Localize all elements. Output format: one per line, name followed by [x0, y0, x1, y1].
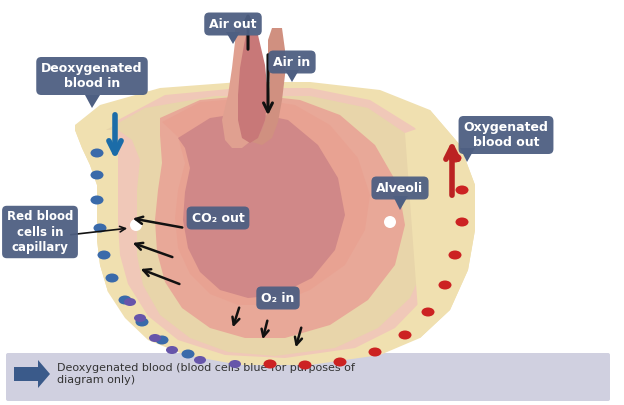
Text: Oxygenated
blood out: Oxygenated blood out [464, 121, 548, 149]
Ellipse shape [97, 251, 110, 260]
Text: Deoxygenated blood (blood cells blue for purposes of
diagram only): Deoxygenated blood (blood cells blue for… [57, 363, 355, 385]
Ellipse shape [298, 360, 311, 369]
Polygon shape [14, 360, 50, 388]
Text: Red blood
cells in
capillary: Red blood cells in capillary [7, 211, 73, 254]
Polygon shape [238, 35, 268, 143]
Text: CO₂ out: CO₂ out [192, 211, 245, 224]
Polygon shape [393, 196, 408, 210]
Polygon shape [162, 98, 370, 305]
Ellipse shape [369, 347, 381, 356]
Ellipse shape [94, 224, 107, 232]
Ellipse shape [134, 314, 146, 322]
Ellipse shape [166, 346, 178, 354]
Polygon shape [75, 120, 120, 292]
FancyBboxPatch shape [6, 353, 610, 401]
Ellipse shape [333, 358, 346, 367]
Polygon shape [460, 148, 475, 162]
Ellipse shape [119, 296, 132, 305]
Ellipse shape [90, 196, 104, 205]
Ellipse shape [135, 318, 149, 326]
Ellipse shape [399, 330, 411, 339]
Text: O₂ in: O₂ in [261, 292, 295, 305]
Ellipse shape [90, 149, 104, 158]
Ellipse shape [124, 298, 136, 306]
Polygon shape [118, 88, 448, 358]
Ellipse shape [439, 281, 452, 290]
Ellipse shape [449, 251, 462, 260]
Ellipse shape [149, 334, 161, 342]
Ellipse shape [182, 350, 195, 358]
Ellipse shape [229, 360, 241, 368]
Text: Air in: Air in [273, 55, 311, 68]
Polygon shape [106, 96, 436, 356]
Ellipse shape [90, 171, 104, 179]
Ellipse shape [456, 185, 469, 194]
Polygon shape [75, 82, 475, 365]
Ellipse shape [194, 356, 206, 364]
Ellipse shape [421, 307, 434, 316]
Circle shape [384, 216, 396, 228]
Polygon shape [178, 112, 345, 298]
Polygon shape [285, 70, 299, 82]
Text: Air out: Air out [209, 17, 256, 30]
Circle shape [130, 219, 142, 231]
Ellipse shape [263, 360, 276, 369]
Polygon shape [85, 95, 100, 108]
Ellipse shape [105, 273, 119, 283]
Polygon shape [252, 28, 285, 145]
Polygon shape [405, 110, 475, 338]
Ellipse shape [155, 335, 168, 345]
Ellipse shape [449, 153, 462, 162]
Text: Deoxygenated
blood in: Deoxygenated blood in [41, 62, 143, 90]
Text: Alveoli: Alveoli [376, 181, 424, 194]
Polygon shape [155, 95, 405, 338]
Ellipse shape [456, 217, 469, 226]
Polygon shape [222, 28, 262, 148]
Polygon shape [226, 32, 240, 44]
